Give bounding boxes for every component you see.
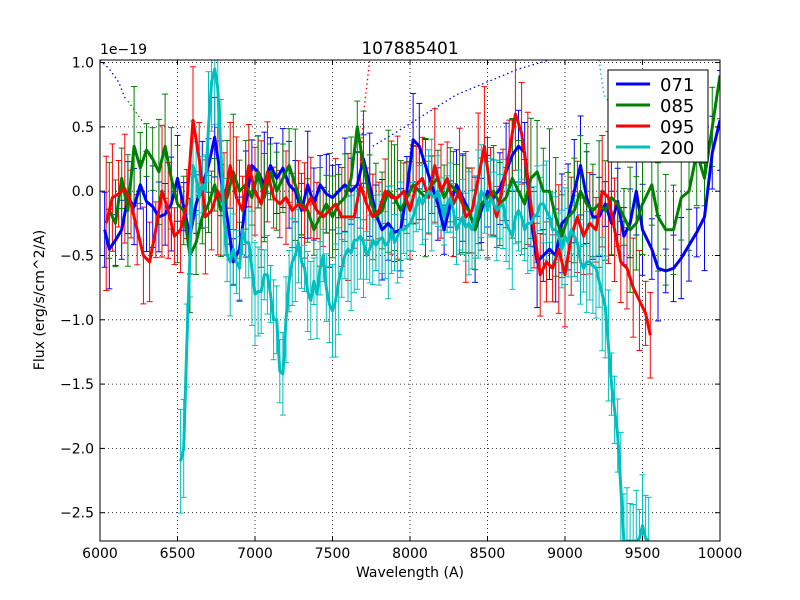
y-tick-label: 1.0	[72, 56, 94, 72]
y-tick-label: 0.5	[72, 120, 94, 136]
y-tick-label: −0.5	[60, 248, 94, 264]
x-tick-label: 8000	[392, 546, 428, 562]
x-tick-label: 10000	[698, 546, 743, 562]
y-axis-label: Flux (erg/s/cm^2/A)	[32, 230, 48, 370]
x-axis-label: Wavelength (A)	[356, 565, 464, 581]
legend-label-085: 085	[660, 96, 694, 117]
legend-label-071: 071	[660, 75, 694, 96]
x-tick-label: 7000	[237, 546, 273, 562]
x-tick-label: 8500	[470, 546, 506, 562]
axis-ticks: 6000 6500 7000 7500 8000 8500 9000 9500 10000 1.0…	[60, 56, 742, 562]
chart-title: 107885401	[361, 39, 458, 59]
x-tick-label: 6500	[160, 546, 196, 562]
y-tick-label: −1.5	[60, 377, 94, 393]
x-tick-label: 9000	[547, 546, 583, 562]
y-tick-label: 0.0	[72, 184, 94, 200]
x-tick-label: 7500	[315, 546, 351, 562]
series-line-071	[103, 120, 720, 273]
model-dotted-segment	[127, 100, 148, 128]
series-layer	[100, 60, 720, 541]
series-line-095	[104, 112, 652, 336]
series-line-200	[179, 67, 650, 541]
x-tick-label: 9500	[625, 546, 661, 562]
y-tick-label: −2.5	[60, 506, 94, 522]
legend-label-095: 095	[660, 117, 694, 138]
y-offset-label: 1e−19	[100, 42, 147, 58]
x-tick-label: 6000	[82, 546, 118, 562]
y-tick-label: −2.0	[60, 441, 94, 457]
y-tick-label: −1.0	[60, 313, 94, 329]
legend-label-200: 200	[660, 138, 694, 159]
